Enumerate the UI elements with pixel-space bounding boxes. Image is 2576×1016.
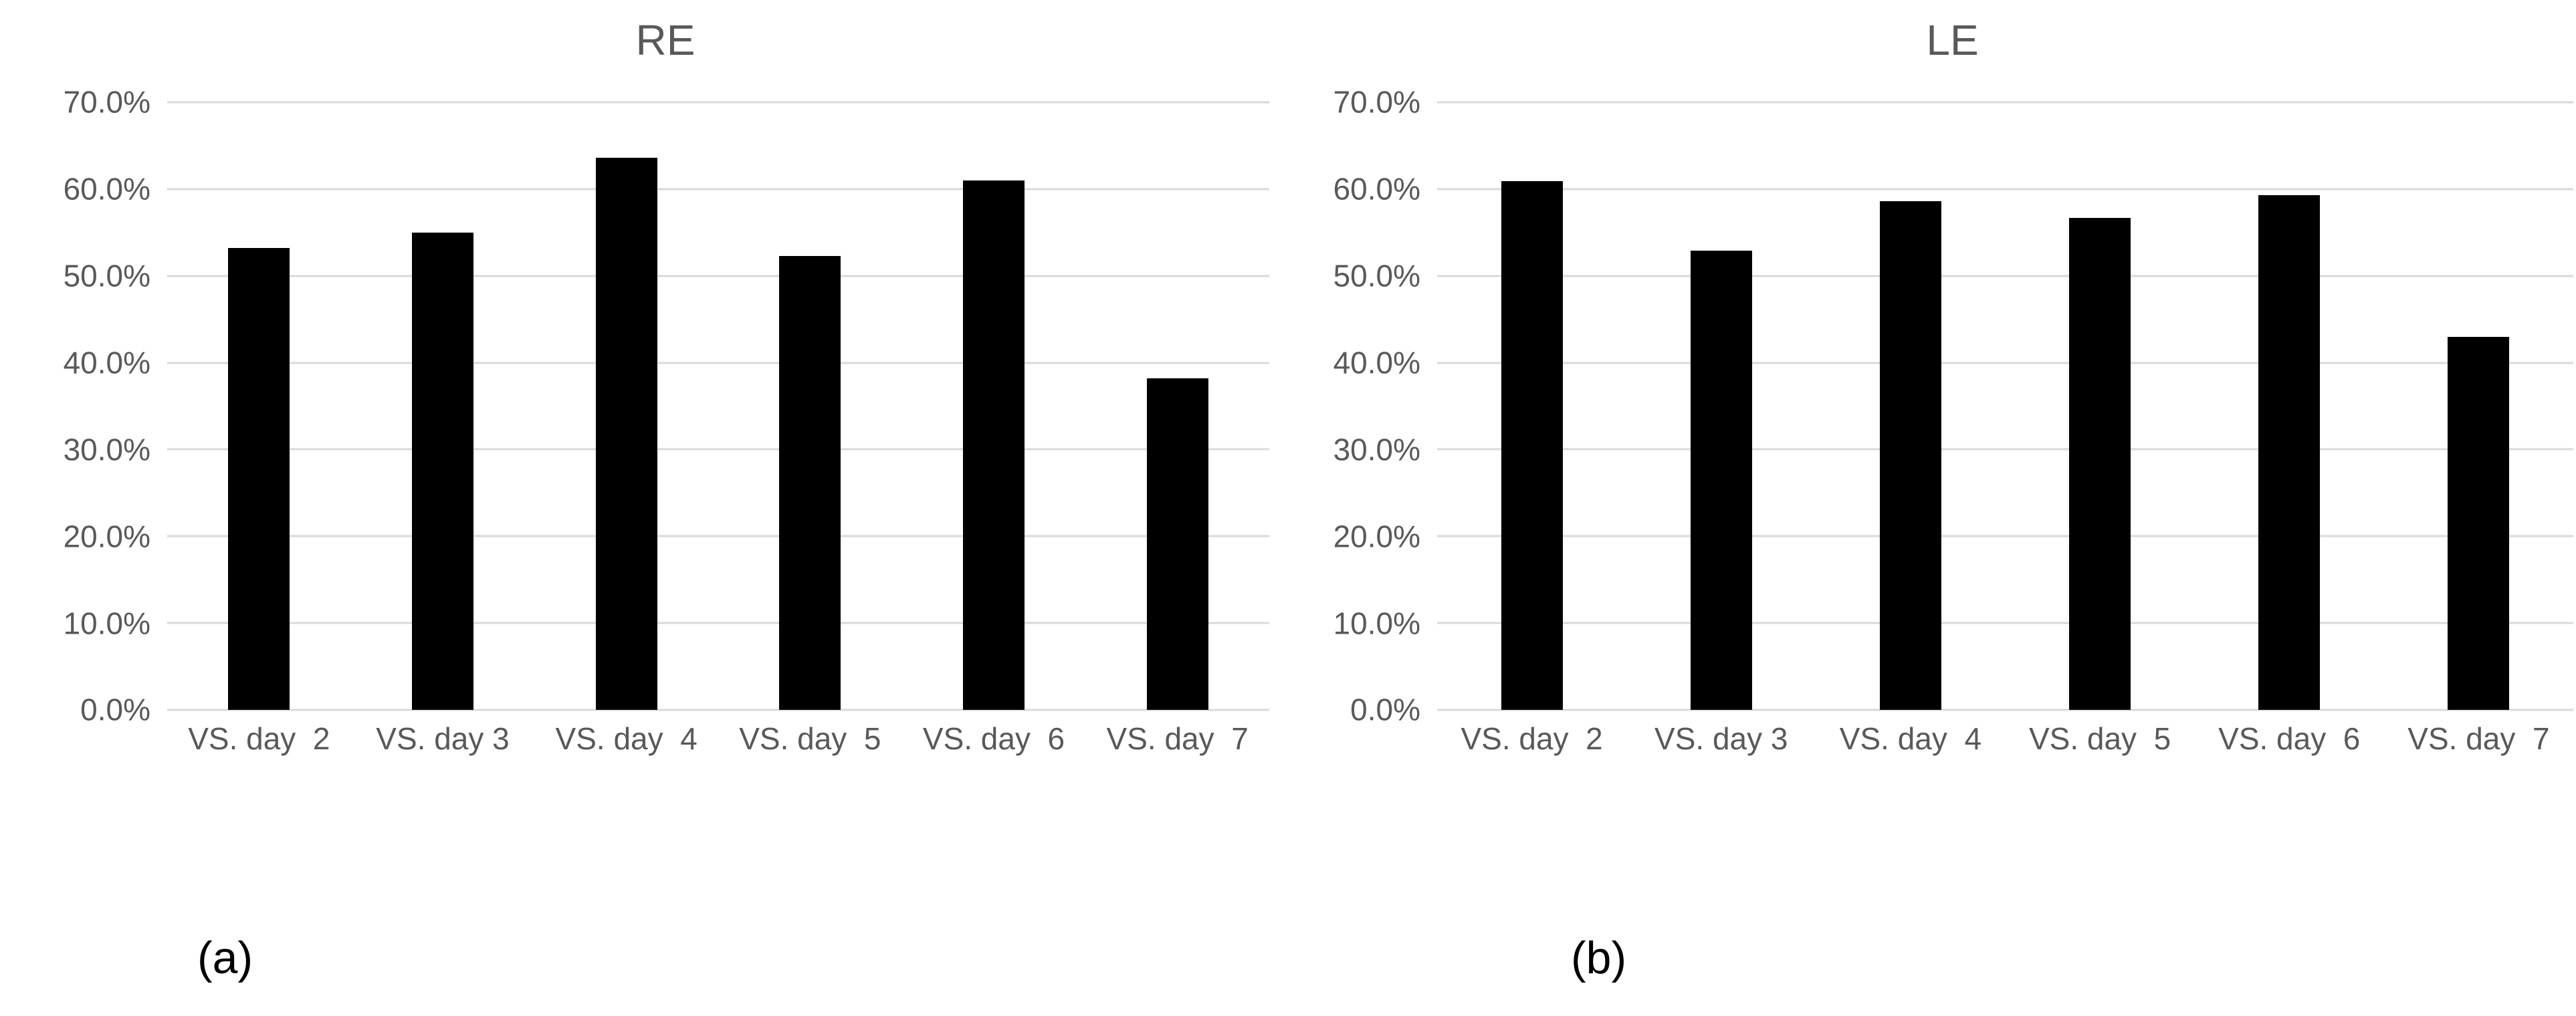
bar (779, 255, 841, 710)
plot-area (167, 101, 1269, 711)
gridline (167, 709, 1269, 711)
y-tick-label: 30.0% (63, 432, 150, 467)
x-tick-label: VS. day 4 (1839, 721, 1982, 756)
x-tick-label: VS. day 4 (555, 721, 697, 756)
subfigure-caption-b: (b) (1571, 932, 1627, 983)
bar (1690, 251, 1752, 710)
bar (1879, 201, 1941, 710)
chart-panel-le: LE 0.0% 10.0% 20.0% 30.0% 40.0% 50.0% 60.0% 70.… (1317, 11, 2576, 1016)
x-tick-label: VS. day 2 (1461, 721, 1603, 756)
y-axis-tick-labels: 0.0% 10.0% 20.0% 30.0% 40.0% 50.0% 60.0% 70.0% (47, 86, 150, 727)
y-tick-label: 0.0% (80, 692, 150, 727)
x-tick-label: VS. day 5 (2028, 721, 2171, 756)
chart-panel-re: RE 0.0% 10.0% 20.0% 30.0% 40.0% 50.0% 60.0% 70.… (47, 11, 1284, 1016)
x-axis-tick-labels: VS. day 2 VS. day 3 VS. day 4 VS. day 5 VS. … (1437, 721, 2573, 767)
bar (1146, 378, 1208, 710)
gridline (167, 362, 1269, 364)
x-tick-label: VS. day 6 (922, 721, 1065, 756)
x-tick-label: VS. day 2 (188, 721, 330, 756)
gridline (1437, 101, 2573, 104)
x-tick-label: VS. day 3 (376, 721, 510, 756)
y-tick-label: 70.0% (1333, 84, 1420, 120)
bar (2258, 195, 2321, 710)
gridline (1437, 448, 2573, 451)
x-axis-tick-labels: VS. day 2 VS. day 3 VS. day 4 VS. day 5 VS. … (167, 721, 1269, 767)
y-tick-label: 50.0% (1333, 258, 1420, 293)
gridline (1437, 188, 2573, 190)
bar (963, 180, 1025, 710)
bar (412, 232, 473, 710)
bar (228, 248, 290, 710)
gridline (167, 622, 1269, 624)
chart-title: LE (1926, 16, 1979, 64)
gridline (1437, 535, 2573, 537)
gridline (1437, 709, 2573, 711)
y-tick-label: 60.0% (63, 171, 150, 207)
x-tick-label: VS. day 5 (739, 721, 881, 756)
gridline (167, 188, 1269, 190)
subfigure-caption-a: (a) (197, 932, 253, 983)
y-tick-label: 50.0% (63, 258, 150, 293)
gridline (1437, 362, 2573, 364)
y-tick-label: 20.0% (63, 519, 150, 553)
chart-title: RE (635, 16, 695, 64)
bar (1501, 181, 1563, 710)
y-tick-label: 0.0% (1350, 692, 1420, 727)
x-tick-label: VS. day 3 (1654, 721, 1788, 756)
y-tick-label: 70.0% (63, 84, 150, 120)
gridline (167, 448, 1269, 451)
y-tick-label: 40.0% (1333, 345, 1420, 380)
y-tick-label: 40.0% (63, 345, 150, 380)
y-tick-label: 10.0% (1333, 605, 1420, 640)
y-tick-label: 10.0% (63, 605, 150, 640)
bar (595, 158, 657, 710)
bar (2069, 217, 2131, 710)
gridline (1437, 275, 2573, 277)
x-tick-label: VS. day 6 (2218, 721, 2361, 756)
bar (2448, 336, 2510, 710)
plot-area (1437, 101, 2573, 711)
gridline (1437, 622, 2573, 624)
y-axis-tick-labels: 0.0% 10.0% 20.0% 30.0% 40.0% 50.0% 60.0% 70.0% (1317, 86, 1420, 727)
gridline (167, 275, 1269, 277)
x-tick-label: VS. day 7 (2407, 721, 2550, 756)
gridline (167, 101, 1269, 104)
y-tick-label: 60.0% (1333, 171, 1420, 207)
y-tick-label: 20.0% (1333, 519, 1420, 553)
y-tick-label: 30.0% (1333, 432, 1420, 467)
x-tick-label: VS. day 7 (1106, 721, 1249, 756)
gridline (167, 535, 1269, 537)
